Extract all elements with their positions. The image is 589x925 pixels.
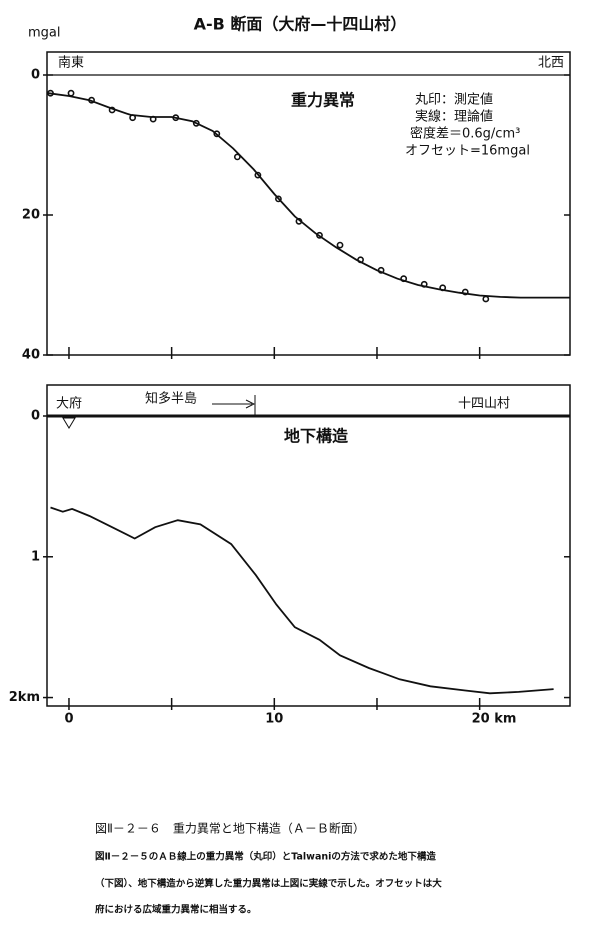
note: 実線：理論値 (415, 109, 493, 125)
data-point (233, 153, 241, 161)
note: オフセット=16mgal (405, 144, 530, 159)
arrow-head (245, 399, 256, 409)
caption-line: 府における広域重力異常に相当する。 (95, 904, 257, 916)
header-label: 北西 (538, 56, 564, 71)
data-line (48, 92, 570, 299)
data-point (482, 295, 490, 303)
x-tick-label: 10 (265, 712, 283, 727)
header-label: 知多半島 (145, 391, 197, 407)
x-tick-label: 0 (64, 712, 73, 727)
y-tick-label: 0 (31, 68, 40, 83)
x-tick-label: 20 km (472, 712, 517, 727)
chart-label: 地下構造 (284, 427, 349, 446)
y-tick-label: 1 (31, 549, 40, 564)
data-point (336, 241, 344, 249)
data-point (67, 89, 75, 97)
data-line (50, 506, 554, 695)
header-label: 南東 (58, 55, 84, 71)
station-marker (62, 417, 76, 429)
header-label: 大府 (56, 397, 82, 412)
y-axis-label: mgal (28, 26, 61, 41)
caption-line: 図Ⅱ－２－５のＡＢ線上の重力異常（丸印）とTalwaniの方法で求めた地下構造 (95, 851, 436, 863)
y-tick-label: 40 (22, 348, 40, 363)
note: 丸印：測定値 (415, 92, 493, 108)
top-frame (46, 51, 571, 356)
header-label: 十四山村 (458, 397, 510, 412)
chart-title: A-B 断面（大府—十四山村） (194, 15, 407, 34)
caption-title: 図Ⅱ－２－６ 重力異常と地下構造（Ａ－Ｂ断面） (95, 821, 365, 836)
y-tick-label: 0 (31, 409, 40, 424)
caption-line: （下図）、地下構造から逆算した重力異常は上図に実線で示した。オフセットは大 (95, 878, 442, 890)
note: 密度差＝0.6g/cm³ (410, 126, 520, 142)
chart-label: 重力異常 (291, 91, 355, 110)
bottom-frame (46, 384, 571, 707)
y-tick-label: 20 (22, 208, 40, 223)
y-tick-label: 2km (9, 690, 40, 705)
